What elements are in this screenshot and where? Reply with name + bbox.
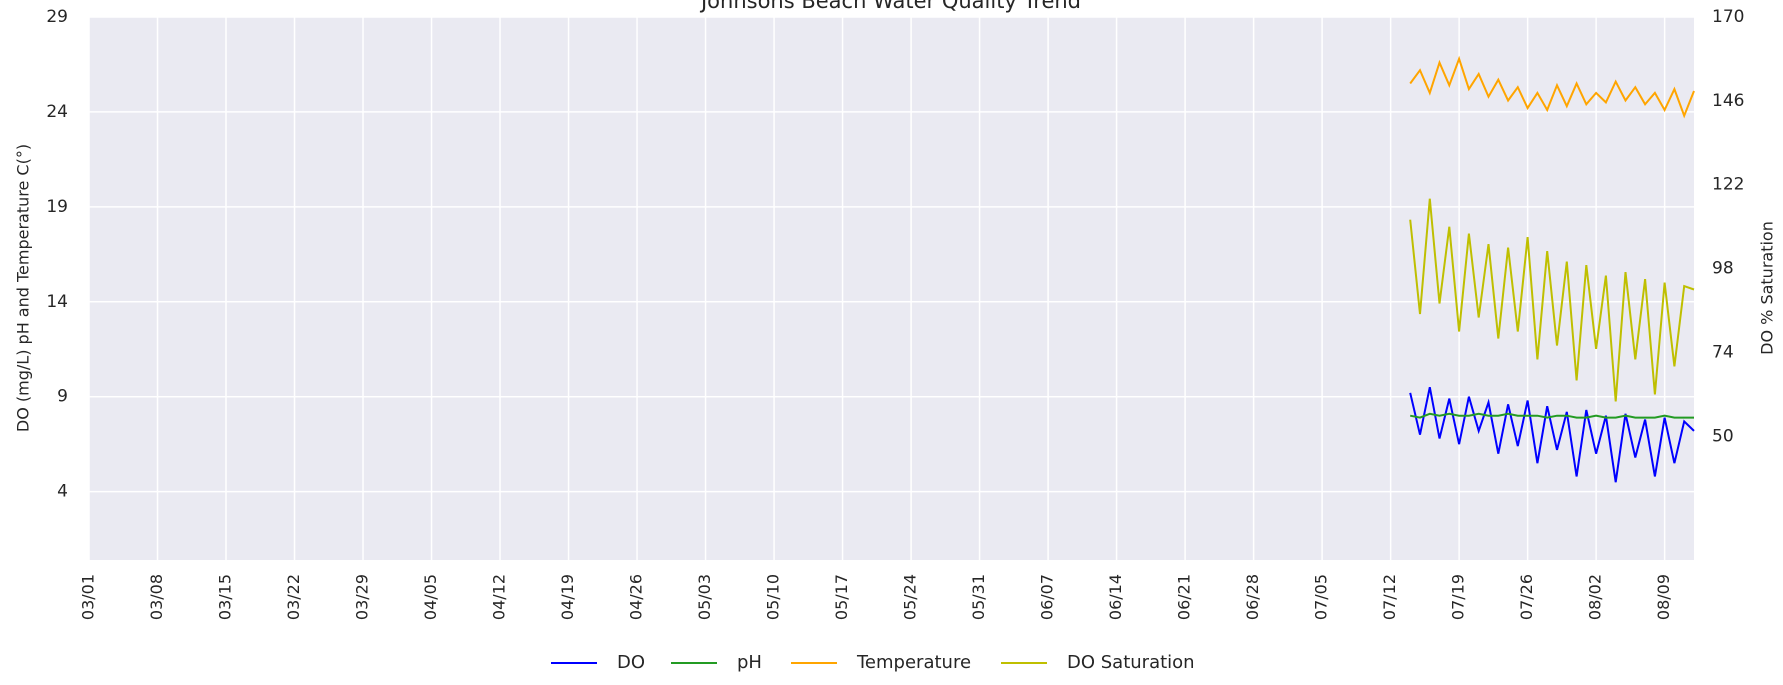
y-tick-label: 19 xyxy=(46,197,68,217)
y-tick-label: 29 xyxy=(46,7,68,27)
y2-tick-label: 170 xyxy=(1712,7,1744,27)
y2-tick-label: 98 xyxy=(1712,259,1734,279)
x-tick-label: 06/28 xyxy=(1243,574,1262,620)
legend-label: pH xyxy=(737,652,762,673)
x-tick-label: 05/03 xyxy=(695,574,714,620)
y2-tick-label: 146 xyxy=(1712,91,1744,111)
series-line xyxy=(1409,55,1695,119)
x-tick-label: 07/19 xyxy=(1449,574,1468,620)
x-tick-label: 05/17 xyxy=(832,574,851,620)
y-tick-label: 9 xyxy=(57,387,68,407)
x-tick-label: 07/05 xyxy=(1312,574,1331,620)
x-tick-label: 06/21 xyxy=(1175,574,1194,620)
y2-tick-label: 122 xyxy=(1712,175,1744,195)
y-axis-label: DO (mg/L) pH and Temperature C(°) xyxy=(14,144,33,432)
x-tick-label: 04/19 xyxy=(558,574,577,620)
y2-axis-label: DO % Saturation xyxy=(1758,221,1777,355)
x-tick-label: 04/12 xyxy=(490,574,509,620)
x-tick-label: 08/09 xyxy=(1654,574,1673,620)
legend-label: DO Saturation xyxy=(1067,652,1195,673)
y2-tick-label: 50 xyxy=(1712,426,1734,446)
series-line xyxy=(1409,198,1695,402)
legend-label: DO xyxy=(617,652,645,673)
x-tick-label: 07/26 xyxy=(1517,574,1536,620)
x-tick-label: 07/12 xyxy=(1380,574,1399,620)
series-line xyxy=(1409,386,1695,483)
y-tick-label: 4 xyxy=(57,482,68,502)
x-tick-label: 05/31 xyxy=(969,574,988,620)
plot-area xyxy=(89,17,1694,560)
x-tick-label: 06/07 xyxy=(1038,574,1057,620)
x-tick-label: 08/02 xyxy=(1586,574,1605,620)
y-tick-label: 24 xyxy=(46,102,68,122)
x-tick-label: 04/05 xyxy=(421,574,440,620)
x-tick-label: 06/14 xyxy=(1106,574,1125,620)
series-line xyxy=(1410,412,1694,419)
x-tick-label: 03/08 xyxy=(147,574,166,620)
x-tick-label: 03/29 xyxy=(353,574,372,620)
y-tick-label: 14 xyxy=(46,292,68,312)
x-tick-label: 03/01 xyxy=(79,574,98,620)
y2-tick-label: 74 xyxy=(1712,342,1734,362)
x-tick-label: 05/10 xyxy=(764,574,783,620)
x-tick-label: 03/15 xyxy=(216,574,235,620)
legend-label: Temperature xyxy=(856,652,971,673)
x-tick-label: 03/22 xyxy=(284,574,303,620)
x-tick-label: 04/26 xyxy=(627,574,646,620)
chart-title: Johnsons Beach Water Quality Trend xyxy=(699,0,1081,13)
x-tick-label: 05/24 xyxy=(901,574,920,620)
